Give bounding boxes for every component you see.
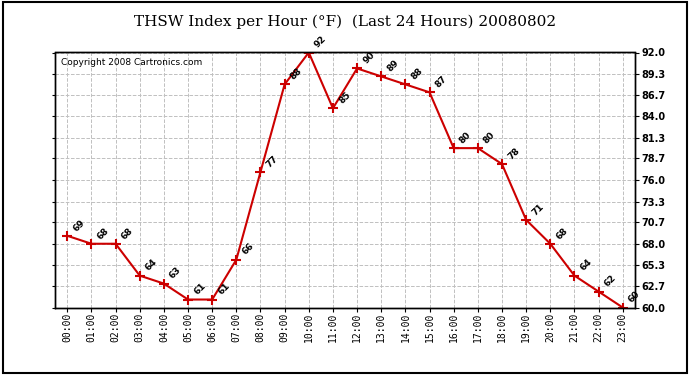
Text: 61: 61 bbox=[193, 282, 208, 297]
Text: 63: 63 bbox=[168, 266, 184, 281]
Text: 60: 60 bbox=[627, 290, 642, 305]
Text: 87: 87 bbox=[434, 74, 449, 90]
Text: 80: 80 bbox=[458, 130, 473, 146]
Text: 64: 64 bbox=[579, 258, 594, 273]
Text: 71: 71 bbox=[531, 202, 546, 217]
Text: 77: 77 bbox=[265, 154, 280, 169]
Text: 85: 85 bbox=[337, 90, 353, 105]
Text: 68: 68 bbox=[120, 226, 135, 241]
Text: Copyright 2008 Cartronics.com: Copyright 2008 Cartronics.com bbox=[61, 58, 202, 67]
Text: 78: 78 bbox=[506, 146, 522, 161]
Text: THSW Index per Hour (°F)  (Last 24 Hours) 20080802: THSW Index per Hour (°F) (Last 24 Hours)… bbox=[134, 15, 556, 29]
Text: 69: 69 bbox=[72, 218, 87, 233]
Text: 89: 89 bbox=[386, 58, 401, 74]
Text: 62: 62 bbox=[603, 274, 618, 289]
Text: 92: 92 bbox=[313, 34, 328, 50]
Text: 80: 80 bbox=[482, 130, 497, 146]
Text: 66: 66 bbox=[241, 242, 256, 257]
Text: 68: 68 bbox=[555, 226, 570, 241]
Text: 88: 88 bbox=[410, 66, 425, 82]
Text: 61: 61 bbox=[217, 282, 232, 297]
Text: 64: 64 bbox=[144, 258, 159, 273]
Text: 90: 90 bbox=[362, 51, 377, 66]
Text: 88: 88 bbox=[289, 66, 304, 82]
Text: 68: 68 bbox=[96, 226, 111, 241]
